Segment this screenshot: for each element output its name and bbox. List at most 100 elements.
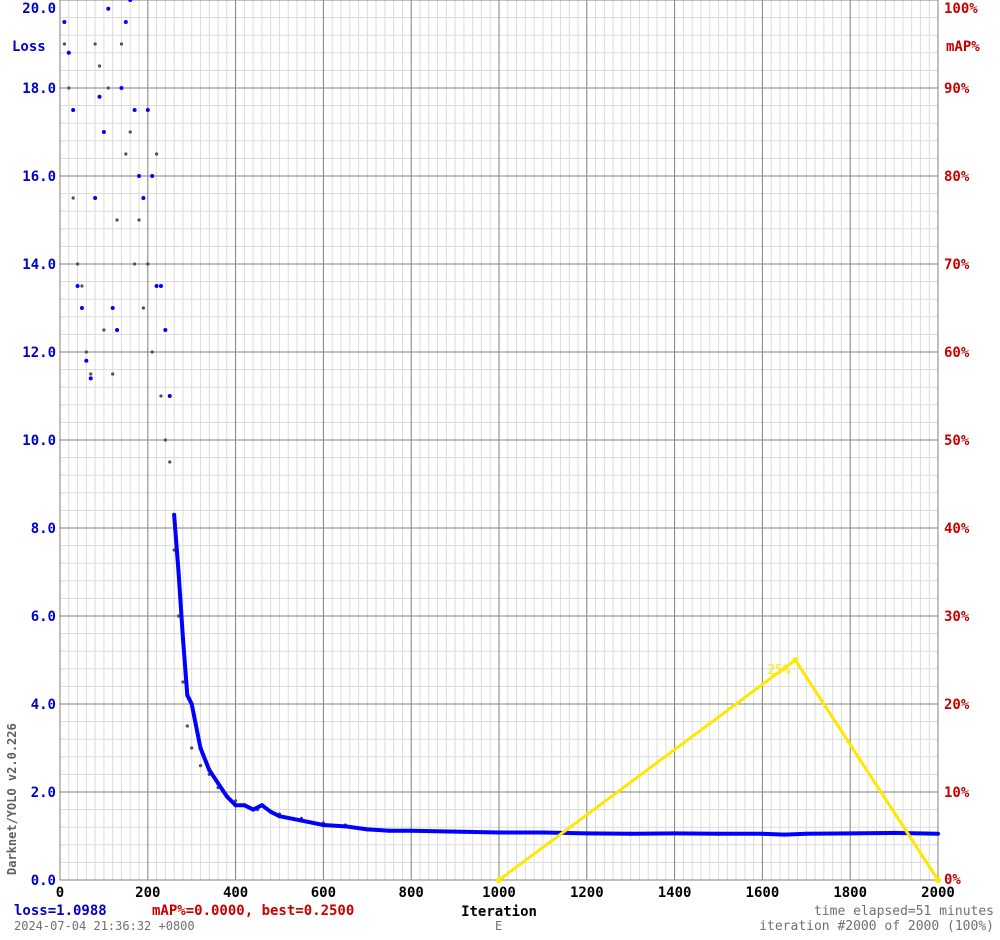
- loss-point: [299, 818, 304, 823]
- y-tick-left: 12.0: [22, 345, 56, 361]
- y-tick-left: 8.0: [31, 521, 56, 537]
- y-tick-right: 10%: [944, 785, 970, 801]
- loss-point: [132, 108, 137, 112]
- avg-loss-point: [67, 86, 71, 90]
- loss-point: [141, 196, 146, 200]
- loss-point: [259, 803, 264, 808]
- timestamp: 2024-07-04 21:36:32 +0800: [14, 919, 195, 933]
- loss-point: [176, 570, 181, 574]
- avg-loss-point: [150, 350, 154, 354]
- avg-loss-point: [119, 42, 124, 46]
- y-tick-left: 2.0: [31, 785, 56, 801]
- loss-point: [848, 831, 853, 836]
- y-tick-right: 40%: [944, 521, 970, 537]
- loss-point: [163, 328, 168, 332]
- avg-loss-point: [133, 262, 137, 266]
- loss-point: [84, 358, 89, 363]
- loss-point: [123, 20, 128, 24]
- loss-point: [172, 512, 177, 517]
- loss-point: [158, 284, 163, 288]
- x-tick: 200: [135, 885, 160, 901]
- loss-point: [79, 306, 84, 310]
- avg-loss-point: [102, 328, 106, 332]
- map-series: 25%: [496, 657, 941, 883]
- loss-point: [782, 832, 787, 837]
- loss-point: [216, 781, 221, 786]
- loss-point: [936, 831, 940, 836]
- iteration-progress: iteration #2000 of 2000 (100%): [759, 919, 994, 934]
- avg-loss-point: [84, 350, 88, 354]
- loss-point: [93, 196, 98, 200]
- y-axis-right: 0% 10% 20% 30% 40% 50% 60% 70% 80% 90% 100%: [944, 1, 978, 888]
- loss-point: [137, 174, 142, 178]
- y-tick-right: 100%: [944, 1, 978, 17]
- loss-point: [106, 6, 111, 11]
- x-tick: 400: [223, 885, 248, 901]
- loss-point: [365, 827, 370, 832]
- loss-point: [145, 108, 150, 112]
- loss-point: [409, 828, 414, 833]
- avg-loss-point: [89, 372, 93, 376]
- loss-point: [71, 108, 76, 112]
- avg-loss-point: [111, 372, 115, 376]
- y-axis-left-label: Loss: [12, 39, 46, 55]
- y-tick-right: 70%: [944, 257, 970, 273]
- y-tick-left: 14.0: [22, 257, 56, 273]
- avg-loss-point: [185, 724, 189, 728]
- loss-point: [115, 328, 120, 332]
- loss-point: [224, 794, 229, 799]
- loss-readout: loss=1.0988: [14, 903, 107, 919]
- loss-point: [242, 803, 247, 808]
- avg-loss-point: [97, 64, 102, 68]
- avg-loss-series: [62, 42, 347, 827]
- avg-loss-point: [146, 262, 150, 266]
- avg-loss-point: [198, 764, 203, 768]
- loss-point: [154, 284, 159, 288]
- x-tick: 1000: [482, 885, 516, 901]
- x-tick: 600: [311, 885, 336, 901]
- avg-loss-point: [141, 306, 146, 310]
- y-tick-right: 90%: [944, 81, 970, 97]
- y-tick-left: 16.0: [22, 169, 56, 185]
- loss-point: [251, 807, 256, 812]
- x-axis: 0 200 400 600 800 1000 1200 1400 1600 1800 2000: [56, 885, 955, 901]
- avg-loss-point: [137, 218, 141, 222]
- avg-loss-point: [115, 218, 119, 222]
- loss-point: [760, 831, 765, 836]
- loss-point: [387, 828, 392, 833]
- loss-point: [277, 814, 282, 819]
- map-point: [496, 877, 502, 883]
- loss-point: [101, 130, 106, 134]
- x-tick: 2000: [921, 885, 955, 901]
- loss-point: [892, 830, 897, 835]
- x-tick: 1800: [833, 885, 867, 901]
- loss-point: [189, 702, 194, 706]
- avg-loss-point: [168, 460, 172, 464]
- loss-point: [167, 394, 172, 398]
- loss-point: [180, 636, 185, 640]
- map-point: [792, 657, 799, 663]
- loss-point: [97, 94, 102, 99]
- loss-point: [540, 830, 545, 835]
- footer-letter: E: [495, 919, 503, 933]
- loss-point: [62, 20, 67, 24]
- loss-point: [185, 693, 190, 698]
- avg-loss-point: [124, 152, 128, 156]
- loss-series: [62, 0, 940, 837]
- loss-point: [198, 746, 203, 750]
- loss-point: [453, 829, 458, 834]
- x-tick: 0: [56, 885, 64, 901]
- loss-curve: [172, 514, 939, 837]
- loss-point: [75, 284, 80, 288]
- y-tick-left: 0.0: [31, 873, 56, 889]
- map-point-label: 25%: [767, 663, 791, 678]
- y-tick-left: 10.0: [22, 433, 56, 449]
- map-point: [935, 877, 941, 883]
- y-tick-left: 20.0: [22, 1, 56, 17]
- y-tick-left: 18.0: [22, 81, 56, 97]
- y-axis-left: 0.0 2.0 4.0 6.0 8.0 10.0 12.0 14.0 16.0 18.0 20.0: [22, 1, 56, 889]
- avg-loss-point: [181, 680, 185, 684]
- loss-point: [150, 174, 155, 178]
- avg-loss-point: [106, 86, 110, 90]
